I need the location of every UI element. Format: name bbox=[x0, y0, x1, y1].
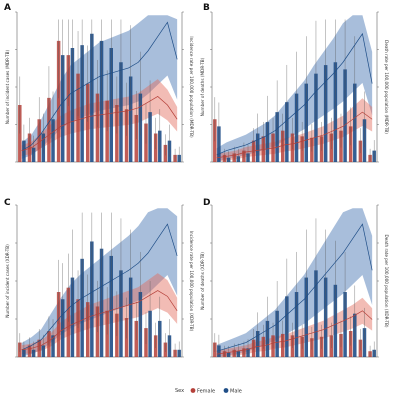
legend-swatch-male bbox=[223, 388, 229, 393]
bar-female bbox=[95, 93, 100, 162]
male-rate-line bbox=[216, 32, 373, 156]
legend-title: Sex bbox=[175, 388, 184, 394]
legend-label-male: Male bbox=[230, 388, 242, 394]
y-axis-label: Number of incident cases (MDR-TB) bbox=[5, 50, 10, 125]
female-rate-line bbox=[21, 96, 178, 151]
bar-female bbox=[66, 55, 71, 162]
panel-letter: D bbox=[203, 198, 210, 208]
bar-female bbox=[66, 287, 71, 357]
panel-letter: B bbox=[203, 3, 210, 13]
bar-female bbox=[76, 73, 80, 162]
bar-female bbox=[105, 100, 109, 162]
female-rate-band bbox=[216, 297, 373, 357]
male-rate-band bbox=[216, 15, 373, 162]
panel-A: A Number of incident cases (MDR-TB) Incide… bbox=[4, 3, 194, 163]
female-rate-line bbox=[216, 111, 373, 159]
y-axis-label: Number of deaths (XDR-TB) bbox=[200, 252, 205, 310]
bar-female bbox=[56, 40, 61, 162]
male-rate-band bbox=[21, 15, 178, 159]
y-axis-label: Number of incident cases (XDR-TB) bbox=[5, 244, 10, 318]
y2-axis-label: Death rate per 100,000 population (XDR-T… bbox=[384, 234, 389, 327]
female-rate-line bbox=[21, 290, 178, 351]
panel-letter: A bbox=[4, 3, 11, 13]
male-rate-line bbox=[21, 21, 178, 151]
male-rate-line bbox=[21, 223, 178, 351]
y2-axis-label: Death rate per 100,000 population (MDR-T… bbox=[384, 40, 389, 134]
male-rate-line bbox=[216, 223, 373, 352]
female-rate-band bbox=[216, 98, 373, 162]
male-rate-band bbox=[216, 208, 373, 357]
female-rate-band bbox=[21, 79, 178, 156]
y-axis-label: Number of deaths (MDR-TB) bbox=[200, 57, 205, 116]
female-rate-line bbox=[216, 310, 373, 355]
bar-female bbox=[56, 292, 61, 357]
legend-label-female: Female bbox=[197, 388, 215, 394]
panel-D: D Number of deaths (XDR-TB) Death rate per… bbox=[200, 198, 389, 358]
y2-axis-label: Incidence rate per 100,000 population (X… bbox=[189, 231, 194, 332]
panel-C: C Number of incident cases (XDR-TB) Incide… bbox=[4, 198, 194, 358]
y2-axis-label: Incidence rate per 100,000 population (M… bbox=[189, 36, 194, 138]
panel-letter: C bbox=[4, 198, 11, 208]
bar-female bbox=[47, 97, 51, 162]
legend-swatch-female bbox=[190, 388, 196, 393]
bar-female bbox=[86, 83, 90, 162]
male-rate-band bbox=[21, 208, 178, 357]
panel-B: B Number of deaths (MDR-TB) Death rate per… bbox=[200, 3, 389, 163]
